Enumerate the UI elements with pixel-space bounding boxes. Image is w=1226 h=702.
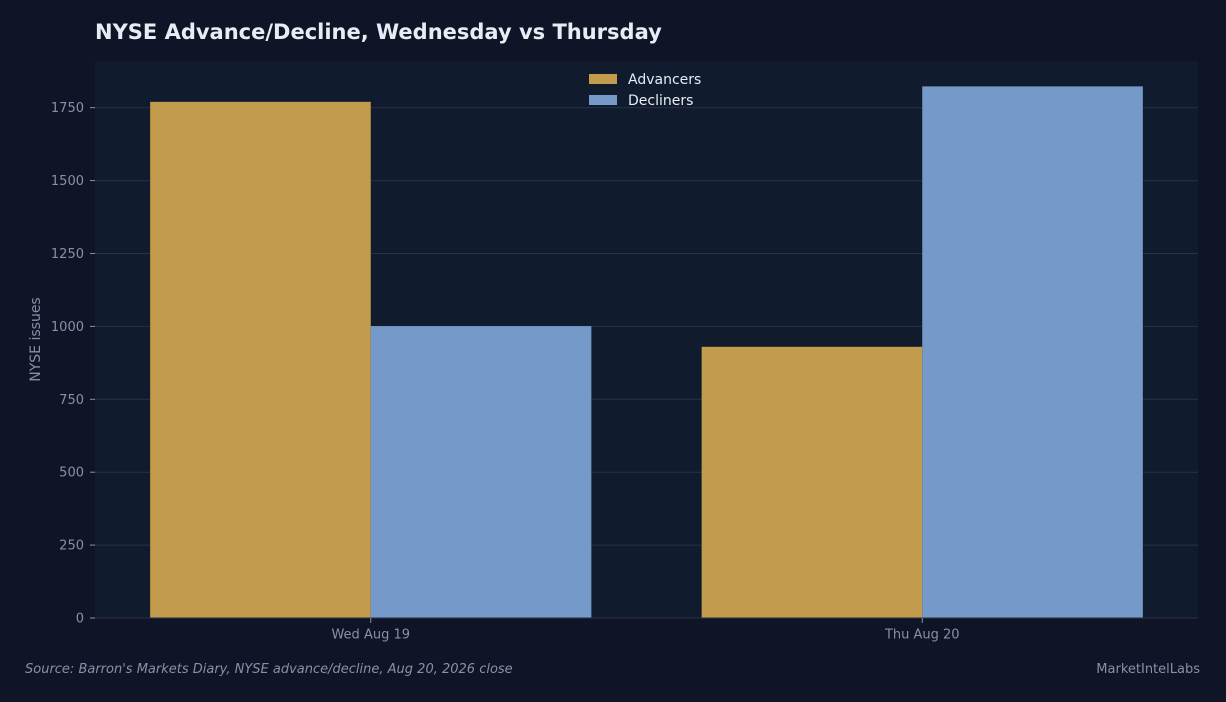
y-tick-label: 500 <box>59 466 84 481</box>
x-axis-ticks: Wed Aug 19 Thu Aug 20 <box>331 618 960 643</box>
legend: Advancers Decliners <box>589 72 701 109</box>
y-axis-ticks: 0 250 500 750 1000 1250 1500 1750 <box>51 101 95 627</box>
y-tick-label: 250 <box>59 539 84 554</box>
y-tick-label: 0 <box>76 612 84 627</box>
x-tick-label: Thu Aug 20 <box>884 628 960 643</box>
legend-label-advancers: Advancers <box>628 72 701 88</box>
bars <box>150 86 1143 619</box>
bar-decliners-2 <box>922 86 1143 618</box>
bar-advancers-1 <box>150 101 371 619</box>
legend-swatch-advancers <box>589 74 617 84</box>
y-axis-label: NYSE issues <box>28 297 44 381</box>
y-tick-label: 1500 <box>51 174 84 189</box>
x-tick-label: Wed Aug 19 <box>331 628 410 643</box>
y-tick-label: 1250 <box>51 247 84 262</box>
legend-label-decliners: Decliners <box>628 93 693 109</box>
y-tick-label: 1000 <box>51 320 84 335</box>
y-tick-label: 1750 <box>51 101 84 116</box>
source-note: Source: Barron's Markets Diary, NYSE adv… <box>25 662 513 677</box>
bar-decliners-1 <box>370 326 592 618</box>
brand-label: MarketIntelLabs <box>1096 662 1200 677</box>
chart-title: NYSE Advance/Decline, Wednesday vs Thurs… <box>95 20 662 44</box>
y-tick-label: 750 <box>59 393 84 408</box>
bar-advancers-2 <box>701 346 923 618</box>
legend-swatch-decliners <box>589 95 617 105</box>
